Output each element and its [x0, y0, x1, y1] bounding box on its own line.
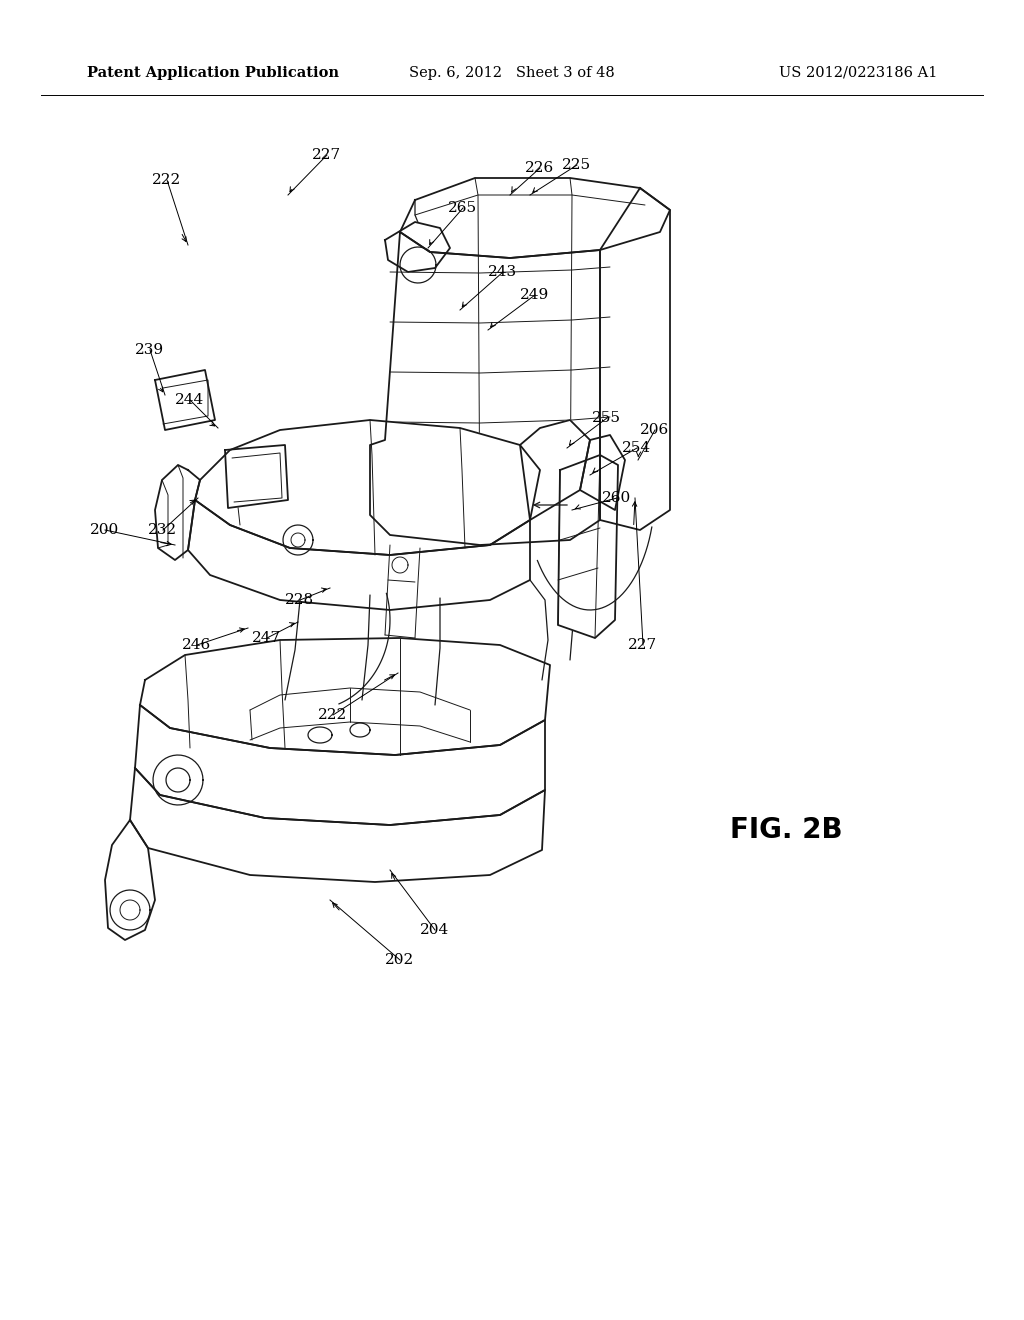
Polygon shape	[135, 705, 545, 825]
Text: 225: 225	[562, 158, 591, 172]
Text: 249: 249	[520, 288, 549, 302]
Text: 260: 260	[602, 491, 631, 506]
Polygon shape	[370, 232, 600, 545]
Polygon shape	[140, 638, 550, 755]
Text: 204: 204	[420, 923, 450, 937]
Text: 200: 200	[90, 523, 119, 537]
Polygon shape	[558, 455, 618, 638]
Polygon shape	[600, 187, 670, 531]
Polygon shape	[225, 445, 288, 508]
Text: 222: 222	[152, 173, 181, 187]
Text: 247: 247	[252, 631, 282, 645]
Text: 202: 202	[385, 953, 415, 968]
Text: 227: 227	[628, 638, 657, 652]
Polygon shape	[520, 420, 590, 520]
Text: 232: 232	[148, 523, 177, 537]
Text: Patent Application Publication: Patent Application Publication	[87, 66, 339, 79]
Text: 239: 239	[135, 343, 164, 356]
Text: 254: 254	[622, 441, 651, 455]
Polygon shape	[195, 420, 540, 554]
Text: 255: 255	[592, 411, 621, 425]
Text: 228: 228	[285, 593, 314, 607]
Text: US 2012/0223186 A1: US 2012/0223186 A1	[778, 66, 937, 79]
Text: 244: 244	[175, 393, 204, 407]
Text: 222: 222	[318, 708, 347, 722]
Polygon shape	[155, 370, 215, 430]
Polygon shape	[155, 465, 200, 560]
Polygon shape	[188, 500, 530, 610]
Text: 206: 206	[640, 422, 670, 437]
Polygon shape	[400, 178, 670, 257]
Text: 227: 227	[312, 148, 341, 162]
Polygon shape	[130, 768, 545, 882]
Text: 226: 226	[525, 161, 554, 176]
Text: 243: 243	[488, 265, 517, 279]
Text: FIG. 2B: FIG. 2B	[730, 816, 843, 843]
Polygon shape	[105, 820, 155, 940]
Polygon shape	[580, 436, 625, 510]
Polygon shape	[385, 222, 450, 272]
Text: 265: 265	[449, 201, 477, 215]
Text: 246: 246	[182, 638, 211, 652]
Text: Sep. 6, 2012   Sheet 3 of 48: Sep. 6, 2012 Sheet 3 of 48	[410, 66, 614, 79]
